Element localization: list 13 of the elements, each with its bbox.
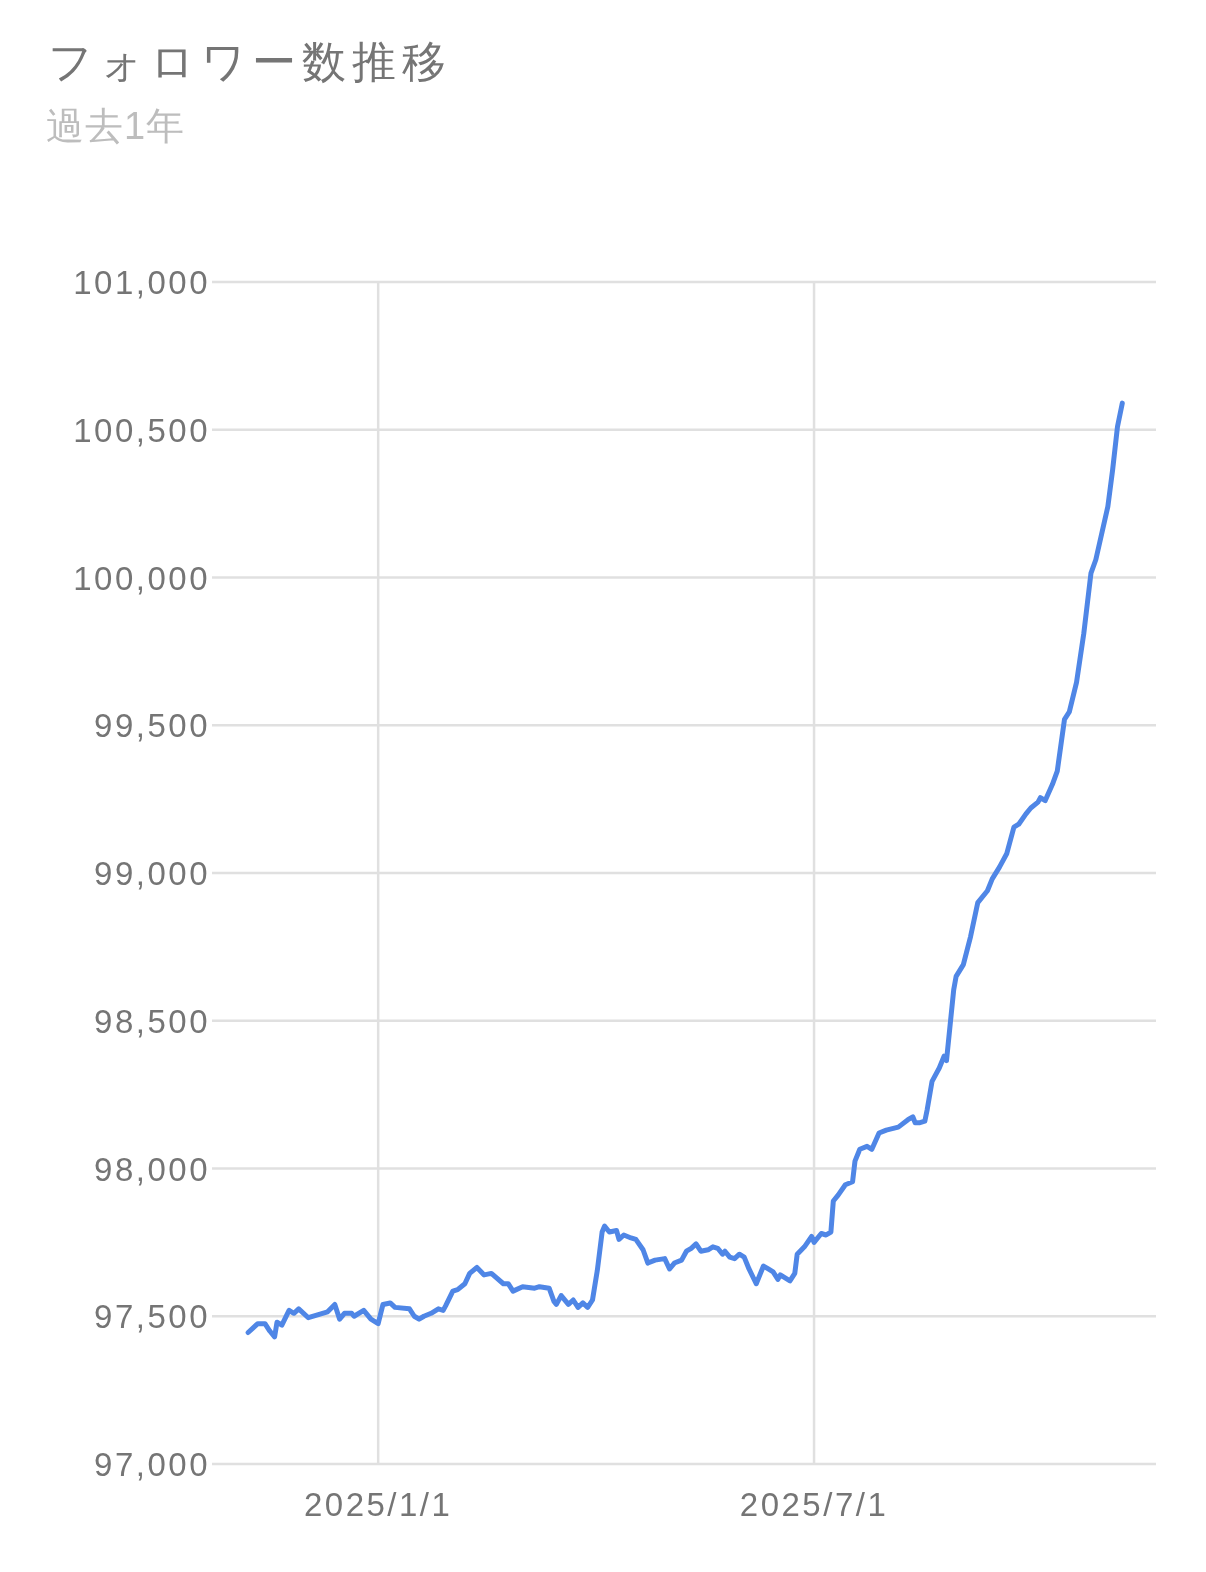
y-tick-label: 98,000 — [94, 1150, 210, 1188]
y-tick-label: 99,500 — [94, 707, 210, 745]
x-tick-label: 2025/7/1 — [739, 1486, 889, 1523]
x-tick-label: 2025/1/1 — [303, 1486, 453, 1523]
y-tick-label: 99,000 — [94, 855, 210, 892]
y-tick-label: 100,000 — [73, 559, 210, 597]
chart-title: フォロワー数推移 — [48, 37, 452, 86]
y-tick-label: 98,500 — [94, 1002, 210, 1040]
y-tick-label: 97,500 — [94, 1298, 210, 1336]
chart-subtitle: 過去1年 — [46, 105, 186, 147]
y-tick-label: 97,000 — [94, 1446, 210, 1483]
y-tick-label: 101,000 — [73, 264, 210, 301]
y-tick-label: 100,500 — [73, 411, 210, 449]
